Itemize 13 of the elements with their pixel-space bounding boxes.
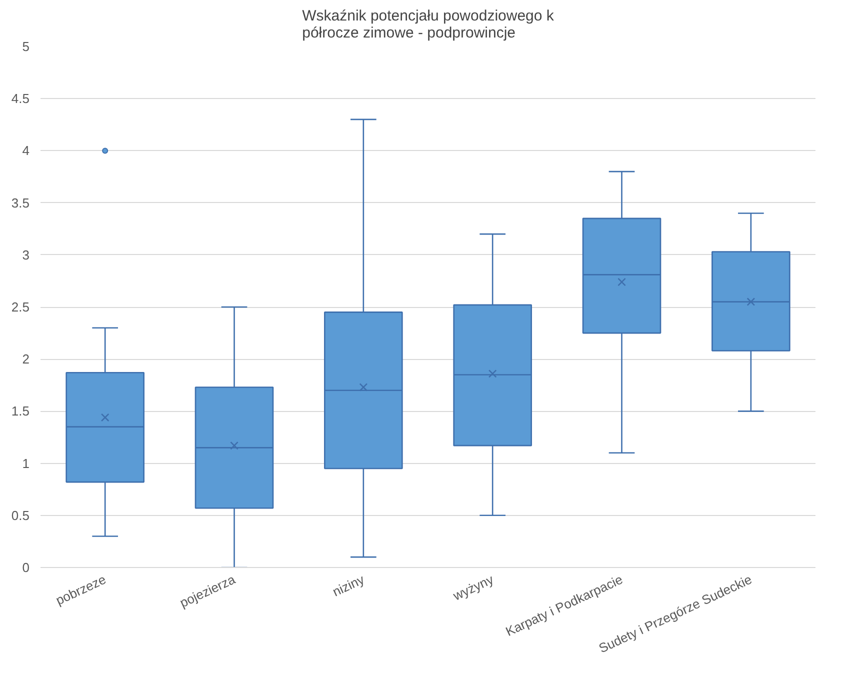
y-tick-label: 2 xyxy=(22,352,30,367)
y-tick-label: 4 xyxy=(22,143,30,158)
x-tick-label: niziny xyxy=(330,571,368,600)
y-tick-label: 0.5 xyxy=(11,508,30,523)
y-tick-label: 4.5 xyxy=(11,91,30,106)
y-tick-label: 2.5 xyxy=(11,300,30,314)
y-tick-label: 3 xyxy=(22,247,30,262)
y-tick-label: 1 xyxy=(22,456,30,471)
chart-title: Wskaźnik potencjału powodziowego k półrocze zimowe - podprowincje xyxy=(302,8,554,42)
y-tick-label: 3.5 xyxy=(11,195,30,210)
y-tick-label: 1.5 xyxy=(11,404,30,419)
y-tick-label: 0 xyxy=(22,560,30,575)
y-tick-label: 5 xyxy=(22,39,30,54)
